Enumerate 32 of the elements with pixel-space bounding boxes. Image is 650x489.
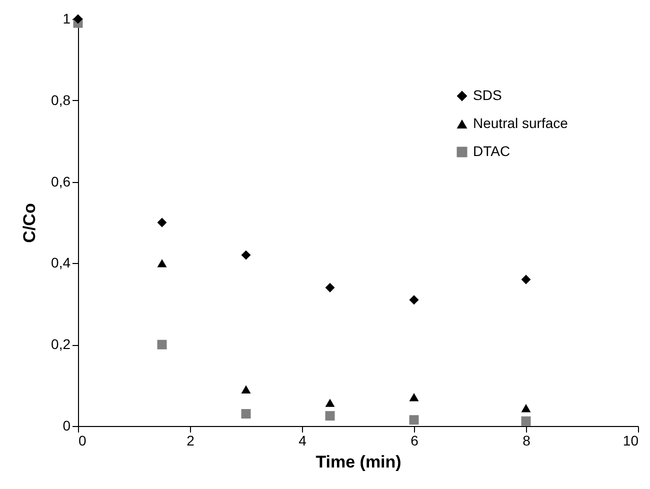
legend-label: Neutral surface xyxy=(473,115,568,131)
x-tick-label: 0 xyxy=(78,432,86,448)
legend-label: SDS xyxy=(473,87,502,103)
point xyxy=(241,409,251,419)
point xyxy=(521,404,531,412)
point xyxy=(521,416,531,426)
point xyxy=(157,259,167,268)
y-tick-label: 0,4 xyxy=(51,254,71,271)
x-tick-label: 2 xyxy=(186,432,195,448)
y-tick-label: 1 xyxy=(62,10,71,26)
point xyxy=(241,250,251,260)
point xyxy=(409,392,419,402)
point xyxy=(325,398,335,407)
y-tick-label: 0,2 xyxy=(51,336,71,352)
point xyxy=(325,411,335,421)
point xyxy=(409,415,419,425)
legend-label: DTAC xyxy=(473,143,510,159)
y-axis-title: C/Co xyxy=(20,203,40,243)
point xyxy=(325,282,335,292)
point xyxy=(157,340,167,350)
point xyxy=(521,274,531,284)
y-tick-label: 0 xyxy=(62,418,71,434)
point xyxy=(409,295,419,305)
x-tick-label: 8 xyxy=(522,432,531,448)
y-tick-label: 0,8 xyxy=(51,92,71,108)
x-tick-label: 10 xyxy=(622,432,639,448)
y-tick-label: 0,6 xyxy=(51,173,71,190)
x-axis-title: Time (min) xyxy=(316,452,402,472)
x-tick-label: 4 xyxy=(298,432,307,448)
point xyxy=(157,218,167,228)
point xyxy=(241,385,251,394)
x-tick-label: 6 xyxy=(410,432,419,448)
